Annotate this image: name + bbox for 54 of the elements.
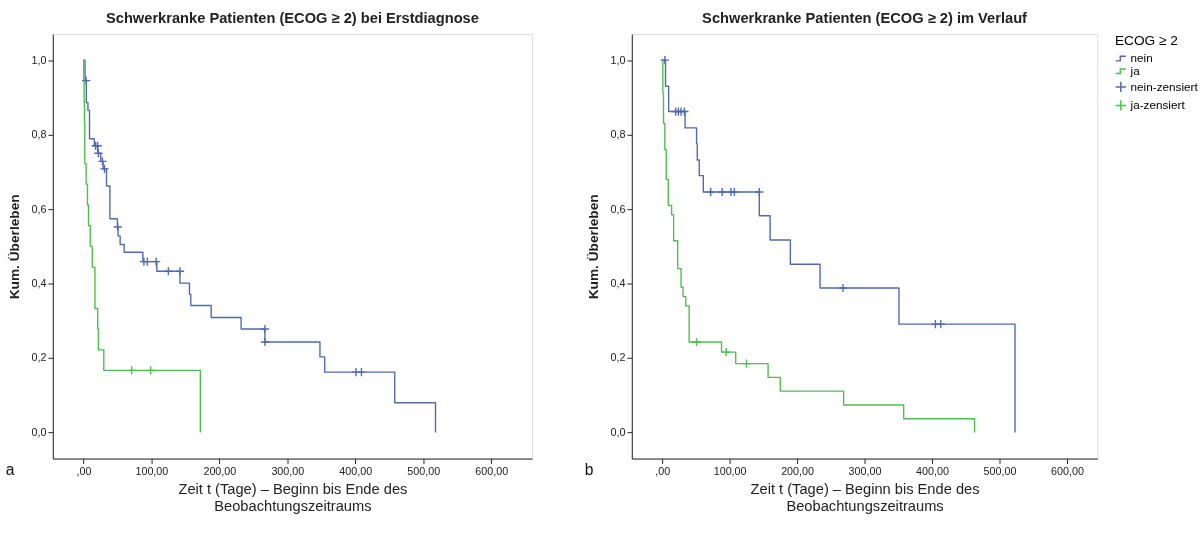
y-tick-label: 1,0 xyxy=(31,53,47,66)
point xyxy=(356,367,367,377)
point xyxy=(151,256,161,267)
x-tick-label: 300,00 xyxy=(271,464,305,477)
legend-title: ECOG ≥ 2 xyxy=(1114,32,1178,48)
point xyxy=(81,75,91,86)
point xyxy=(717,187,727,197)
y-tick-label: 0,6 xyxy=(610,202,626,215)
point xyxy=(112,222,123,232)
point xyxy=(754,187,765,197)
x-tick-label: 400,00 xyxy=(916,464,949,477)
y-tick-label: 0,4 xyxy=(610,276,626,289)
x-tick-label: 200,00 xyxy=(203,464,237,477)
point xyxy=(705,187,716,197)
y-tick-label: 0,4 xyxy=(31,276,47,289)
x-tick-label: 500,00 xyxy=(983,464,1017,477)
x-tick-label: 200,00 xyxy=(781,464,815,477)
x-axis-title: Zeit t (Tage) – Beginn bis Ende des Beobachtungszeitraums xyxy=(750,481,980,514)
point xyxy=(260,337,270,347)
y-axis-title: Kum. Überleben xyxy=(6,194,22,300)
y-tick-label: 0,0 xyxy=(31,425,47,438)
x-tick-label: ,00 xyxy=(76,464,92,477)
x-tick-label: 400,00 xyxy=(339,464,373,477)
x-tick-label: 500,00 xyxy=(407,464,441,477)
point xyxy=(936,319,946,329)
point xyxy=(691,337,702,347)
y-tick-label: 0,8 xyxy=(31,128,47,141)
point xyxy=(175,266,185,277)
y-tick-label: 0,6 xyxy=(31,202,47,215)
x-tick-label: 600,00 xyxy=(475,464,509,477)
point xyxy=(838,283,848,293)
text: b xyxy=(584,461,594,479)
y-tick-label: 1,0 xyxy=(610,53,626,66)
legend-label: nein-zensiert xyxy=(1130,79,1199,93)
y-tick-label: 0,0 xyxy=(610,425,626,438)
point xyxy=(260,324,270,334)
y-tick-label: 0,2 xyxy=(31,351,47,364)
x-tick-label: ,00 xyxy=(655,464,671,477)
legend-label: nein xyxy=(1130,51,1153,65)
point xyxy=(99,164,110,174)
legend-label: ja-zensiert xyxy=(1129,98,1186,112)
x-axis-title: Zeit t (Tage) – Beginn bis Ende des Beobachtungszeitraums xyxy=(178,481,408,514)
y-tick-label: 0,8 xyxy=(610,128,626,141)
x-tick-label: 600,00 xyxy=(1051,464,1084,477)
x-tick-label: 300,00 xyxy=(848,464,882,477)
x-tick-label: 100,00 xyxy=(713,464,747,477)
y-axis-title: Kum. Überleben xyxy=(585,194,601,300)
legend-label: ja xyxy=(1129,64,1141,78)
y-tick-label: 0,2 xyxy=(610,351,626,364)
text: a xyxy=(5,461,15,479)
chart-title: Schwerkranke Patienten (ECOG ≥ 2) im Verlauf xyxy=(702,10,1028,27)
chart-title: Schwerkranke Patienten (ECOG ≥ 2) bei Erstdiagnose xyxy=(105,10,479,27)
x-tick-label: 100,00 xyxy=(135,464,169,477)
point xyxy=(721,347,732,357)
